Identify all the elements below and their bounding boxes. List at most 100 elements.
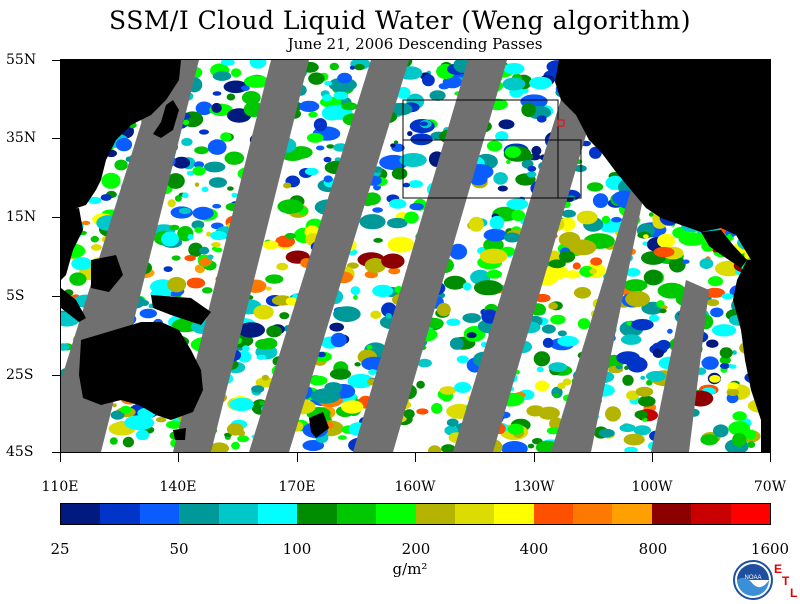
cloud-cell — [255, 339, 272, 350]
cloud-cell — [456, 355, 469, 364]
cloud-cell — [373, 238, 383, 243]
cloud-cell — [521, 102, 536, 117]
cloud-cell — [333, 306, 361, 322]
cloud-cell — [385, 313, 392, 319]
cloud-cell — [598, 428, 615, 438]
cloud-cell — [114, 159, 128, 171]
cloud-cell — [615, 364, 623, 370]
cloud-cell — [548, 362, 568, 372]
cloud-cell — [495, 131, 509, 142]
cloud-cell — [428, 445, 442, 452]
cloud-cell — [265, 274, 284, 284]
cloud-cell — [167, 276, 187, 293]
lat-tick — [52, 60, 60, 61]
lat-label-55n: 55N — [6, 52, 37, 68]
colorbar-segment — [257, 504, 298, 524]
south-america — [733, 260, 770, 452]
cloud-cell — [635, 386, 654, 397]
cloud-cell — [667, 328, 673, 334]
cloud-cell — [364, 258, 386, 273]
cloud-cell — [341, 102, 358, 111]
cloud-cell — [576, 210, 598, 225]
cloud-cell — [207, 254, 214, 260]
land-layer — [61, 60, 770, 452]
cloud-cell — [711, 324, 737, 337]
cloud-cell — [298, 100, 320, 112]
cloud-cell — [534, 380, 550, 392]
cloud-cell — [277, 199, 304, 214]
cloud-cell — [350, 286, 361, 295]
cloud-cell — [393, 140, 399, 145]
colorbar-segment — [218, 504, 258, 524]
cloud-cell — [195, 101, 213, 116]
cloud-cell — [308, 375, 328, 386]
sumatra — [61, 288, 86, 322]
cloud-cell — [728, 364, 737, 369]
no-data-swath — [353, 60, 507, 452]
lat-tick — [52, 375, 60, 376]
cloud-cell — [178, 207, 191, 215]
cloud-cell — [220, 60, 235, 66]
cloud-cell — [211, 242, 221, 248]
cloud-cell — [592, 193, 609, 209]
cloud-cell — [186, 170, 195, 176]
tasmania — [173, 428, 186, 440]
cloud-cell — [363, 192, 381, 205]
cloud-cell — [558, 231, 581, 248]
cloud-cell — [231, 192, 238, 198]
cloud-cell — [366, 344, 373, 350]
cloud-cell — [381, 306, 395, 316]
cloud-cell — [624, 446, 638, 452]
cloud-cell — [727, 382, 739, 390]
colorbar-tick-label: 400 — [519, 540, 549, 558]
cloud-cell — [214, 247, 223, 253]
cloud-cell — [304, 167, 319, 176]
cloud-cell — [493, 172, 508, 185]
cloud-cell — [732, 411, 747, 421]
cloud-cell — [601, 215, 611, 224]
cloud-cell — [251, 385, 265, 393]
cloud-cell — [706, 299, 720, 307]
cloud-cell — [732, 432, 747, 447]
cloud-cell — [329, 368, 352, 380]
cloud-cell — [652, 348, 664, 358]
cloud-cell — [462, 282, 472, 291]
cloud-cell — [653, 246, 675, 258]
cloud-cell — [403, 409, 415, 419]
cloud-cell — [446, 318, 461, 326]
cloud-cell — [306, 133, 324, 143]
cloud-cell — [747, 441, 756, 448]
region-marker — [557, 119, 565, 127]
cloud-cell — [265, 286, 272, 291]
cloud-cell — [323, 156, 332, 163]
cloud-cell — [623, 279, 648, 292]
colorbar-segment — [336, 504, 377, 524]
cloud-cell — [229, 397, 254, 412]
lon-label-100w: 100W — [631, 479, 673, 495]
lat-label-45s: 45S — [6, 444, 34, 460]
cloud-cell — [533, 351, 551, 367]
cloud-cell — [657, 233, 676, 249]
cloud-cell — [449, 337, 464, 350]
cloud-cell — [656, 339, 671, 351]
cloud-cell — [212, 203, 222, 209]
cloud-cell — [727, 234, 732, 239]
cloud-cell — [71, 257, 93, 271]
cloud-cell — [438, 83, 450, 90]
cloud-cell — [557, 335, 579, 347]
cloud-cell — [501, 441, 528, 452]
colorbar-tick-label: 800 — [638, 540, 668, 558]
cloud-cell — [81, 220, 91, 226]
colorbar-segment — [179, 504, 219, 524]
cloud-cell — [166, 173, 185, 189]
cloud-cell — [329, 62, 339, 71]
cloud-cell — [354, 362, 361, 367]
cloud-cell — [389, 102, 413, 116]
cloud-cell — [169, 224, 180, 231]
cloud-cell — [253, 304, 274, 320]
cloud-cell — [249, 60, 267, 69]
cloud-cell — [626, 321, 632, 326]
cloud-cell — [527, 165, 537, 172]
cloud-cell — [660, 305, 668, 310]
cloud-cell — [87, 196, 102, 205]
